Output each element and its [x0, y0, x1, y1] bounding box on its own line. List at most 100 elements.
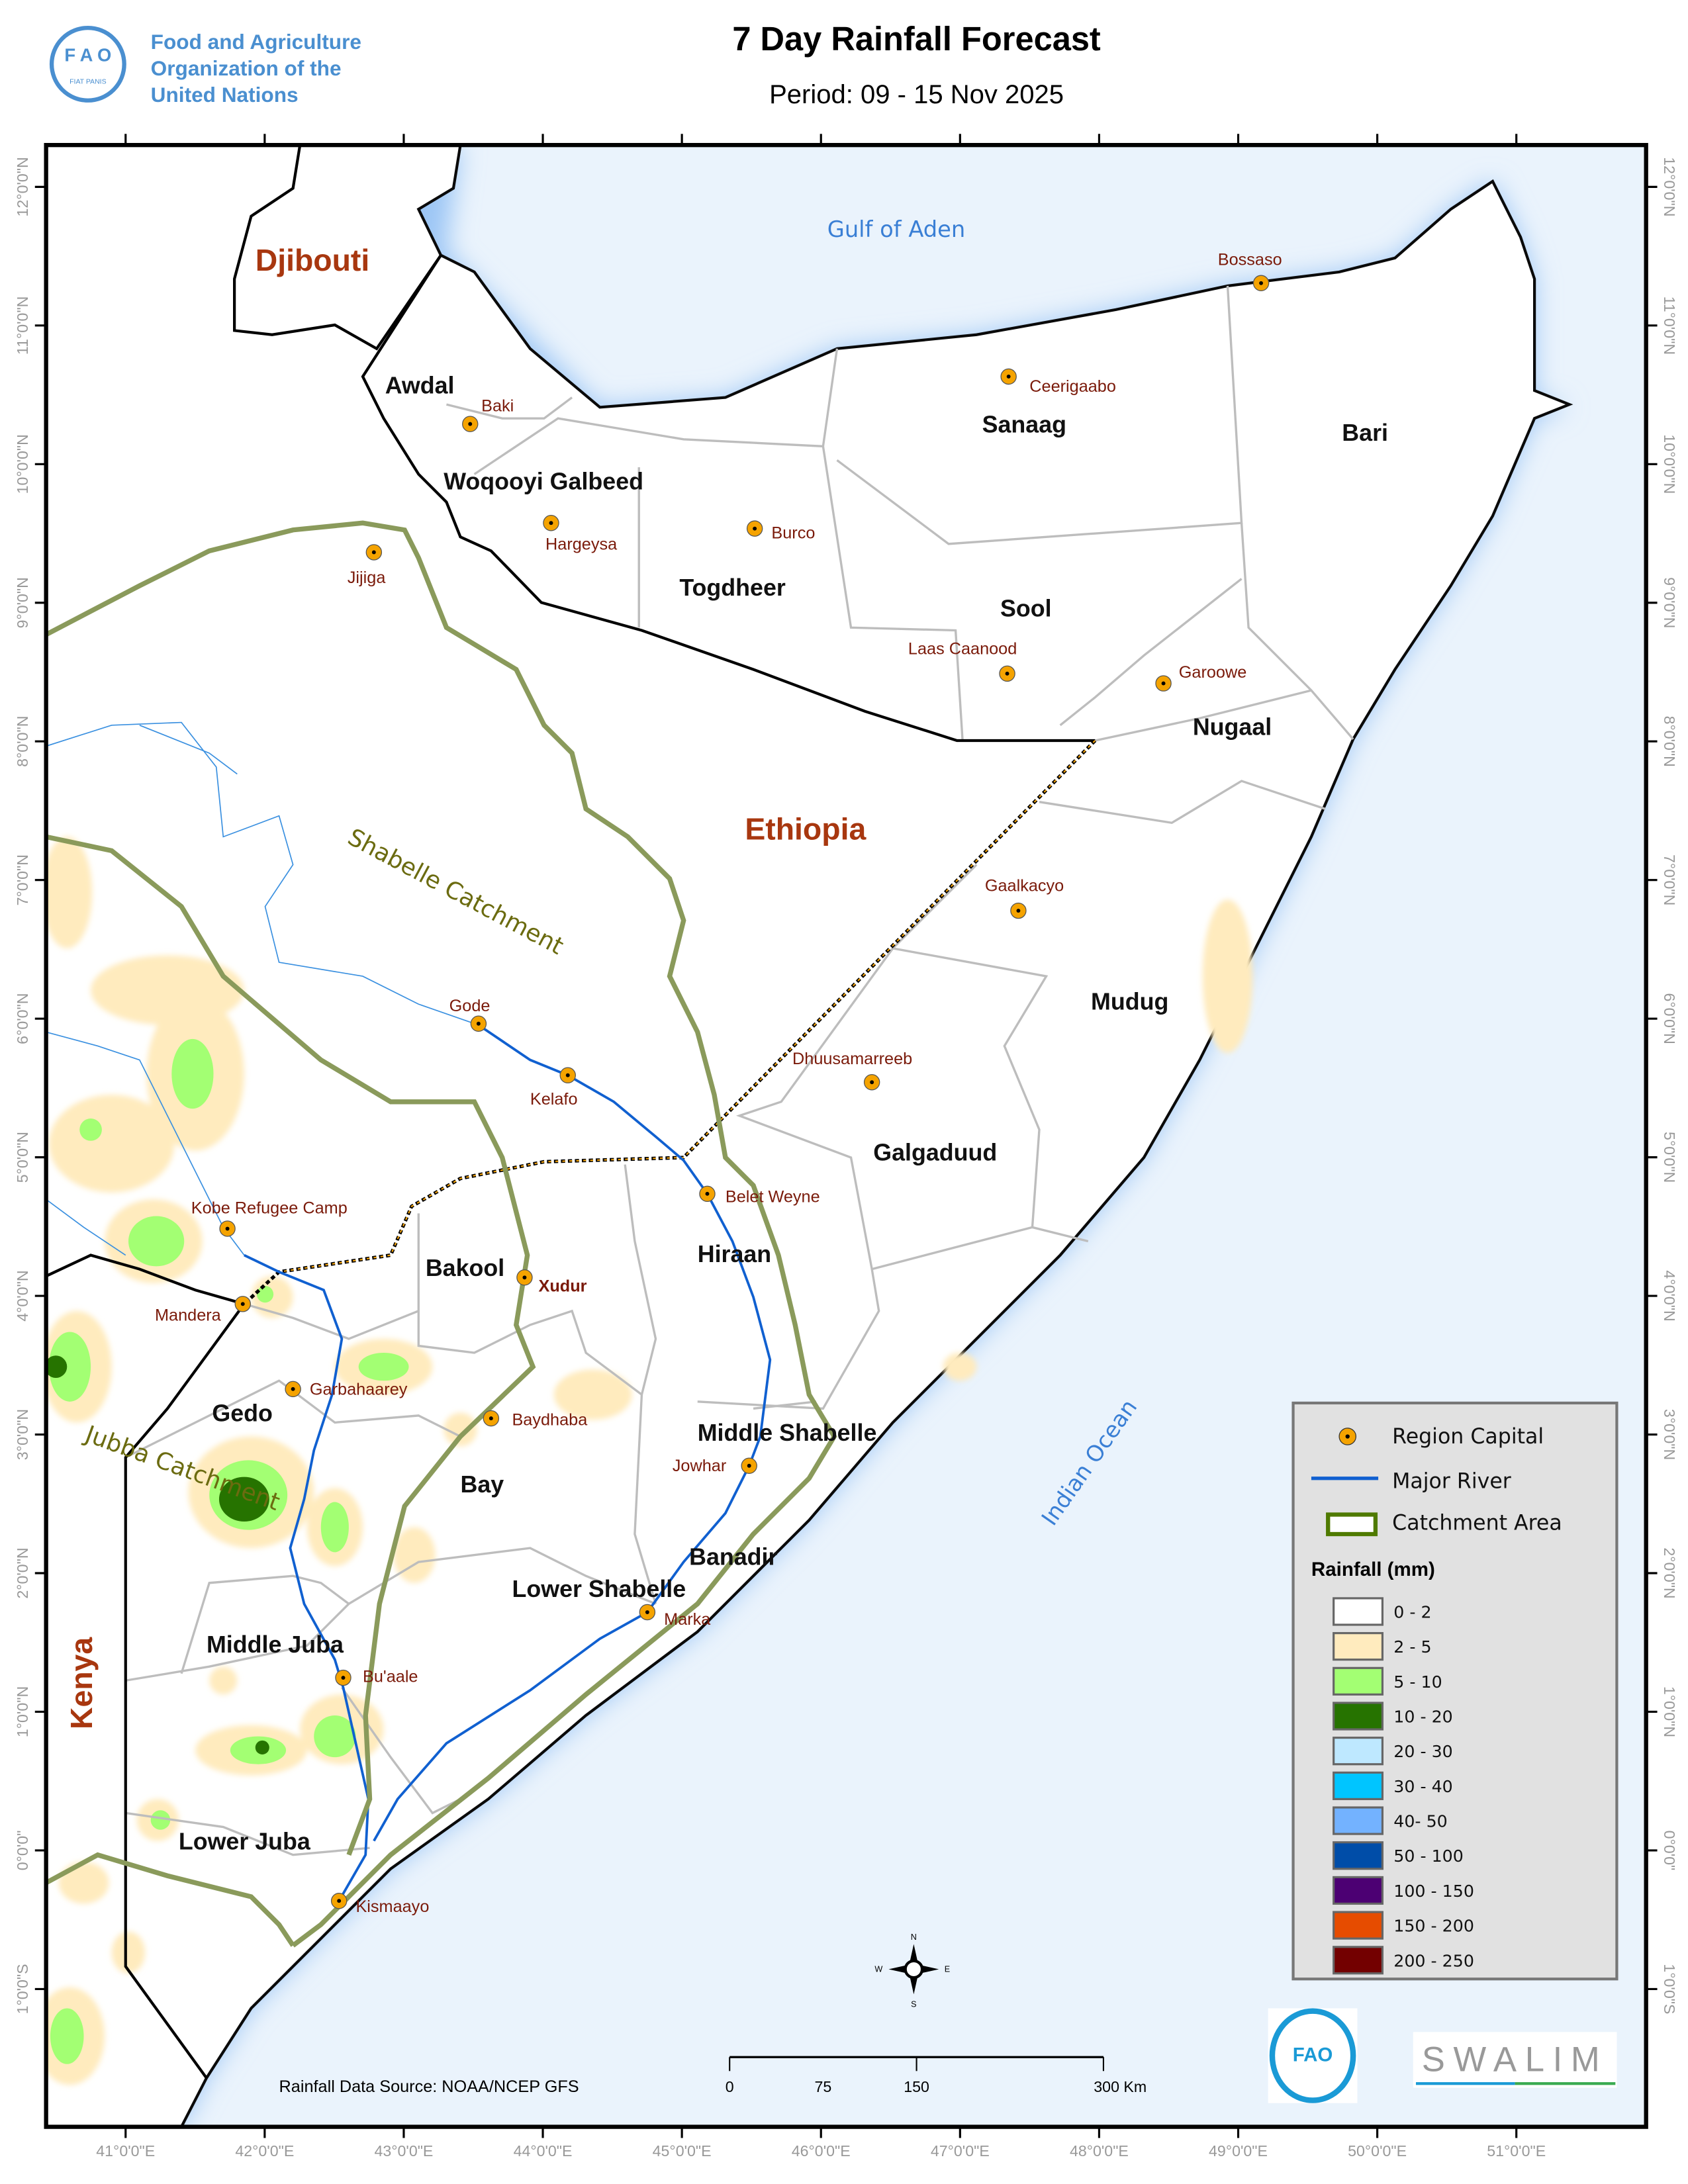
region-label: Galgaduud — [873, 1139, 997, 1165]
legend-swatch — [1333, 1946, 1383, 1975]
legend-class-label: 5 - 10 — [1393, 1672, 1442, 1692]
city-label: Baki — [481, 397, 514, 416]
region-capital: Hargeysa — [543, 515, 618, 553]
region-capital: Jowhar — [673, 1457, 757, 1475]
region-capital: Baydhaba — [483, 1410, 588, 1430]
legend-swatch — [1333, 1597, 1383, 1626]
region-capital: Kismaayo — [330, 1893, 429, 1916]
city-label: Jowhar — [673, 1457, 726, 1475]
region-capital: Baki — [462, 397, 514, 432]
region-capital: Laas Caanood — [908, 639, 1017, 682]
lat-tick-label-right: 11°0'0"N — [1661, 296, 1678, 355]
legend-class: 5 - 10 — [1333, 1666, 1442, 1696]
region-label: Lower Juba — [179, 1828, 311, 1854]
legend-class: 100 - 150 — [1333, 1876, 1474, 1905]
legend-class-label: 100 - 150 — [1393, 1882, 1474, 1901]
svg-text:F A O: F A O — [64, 45, 111, 66]
svg-text:75: 75 — [815, 2078, 832, 2095]
lat-tick-label-left: 0°0'0" — [14, 1831, 31, 1871]
region-capital: Garbahaarey — [285, 1380, 408, 1398]
legend-swatch — [1333, 1632, 1383, 1661]
lon-tick-label: 43°0'0"E — [374, 2142, 433, 2160]
lat-tick-label-right: 1°0'0"N — [1661, 1686, 1678, 1737]
lon-tick-label: 51°0'0"E — [1487, 2142, 1546, 2160]
region-capital: Mandera — [155, 1296, 251, 1325]
major-rivers — [244, 1024, 772, 1902]
lon-tick-label: 48°0'0"E — [1070, 2142, 1129, 2160]
region-label: Gedo — [212, 1400, 273, 1426]
region-capital: Bu'aale — [335, 1667, 418, 1686]
legend-rainfall-title: Rainfall (mm) — [1311, 1559, 1435, 1580]
legend-swatch — [1333, 1911, 1383, 1940]
lat-tick-label-right: 1°0'0"S — [1661, 1964, 1678, 2014]
lat-tick-label-left: 7°0'0"N — [14, 854, 31, 905]
juba-river — [244, 1253, 370, 1902]
legend-swatch — [1333, 1666, 1383, 1696]
region-label: Bari — [1342, 420, 1388, 446]
region-label: Togdheer — [679, 574, 786, 601]
region-capital: Kelafo — [530, 1067, 578, 1109]
legend-class: 0 - 2 — [1333, 1597, 1432, 1626]
djibouti-border — [233, 145, 442, 351]
region-capital: Bossaso — [1218, 250, 1282, 291]
north-arrow: N S E W — [874, 1933, 950, 2009]
lat-tick-label-left: 2°0'0"N — [14, 1547, 31, 1598]
legend: Region Capital Major River Catchment Are… — [1291, 1401, 1618, 1981]
fao-logo: F A O FIAT PANIS Food and Agriculture Or… — [49, 25, 361, 107]
legend-class-label: 2 - 5 — [1393, 1637, 1431, 1657]
region-capital: Jijiga — [348, 544, 386, 587]
legend-class-label: 30 - 40 — [1393, 1777, 1452, 1796]
legend-class: 40- 50 — [1333, 1806, 1448, 1835]
lat-tick-label-right: 2°0'0"N — [1661, 1547, 1678, 1598]
lat-tick-label-right: 5°0'0"N — [1661, 1132, 1678, 1183]
fao-logo-footer: FAO — [1268, 2008, 1358, 2103]
land — [46, 145, 1573, 2127]
region-label: Sanaag — [982, 411, 1066, 437]
region-capital: Ceerigaabo — [1000, 368, 1116, 396]
city-label: Baydhaba — [512, 1411, 588, 1430]
region-label: Sool — [1000, 595, 1052, 621]
graticule-ticks: 41°0'0"E 42°0'0"E 43°0'0"E 44°0'0"E 45°0'0"E… — [14, 134, 1678, 2160]
legend-class: 200 - 250 — [1333, 1946, 1474, 1975]
city-label: Kismaayo — [355, 1897, 429, 1916]
legend-class-label: 10 - 20 — [1393, 1707, 1452, 1726]
region-capital: Gode — [449, 997, 490, 1032]
legend-class-label: 0 - 2 — [1393, 1602, 1431, 1621]
city-label: Burco — [771, 523, 815, 542]
legend-catchment-label: Catchment Area — [1392, 1512, 1562, 1535]
region-label: Middle Shabelle — [698, 1420, 877, 1446]
region-capital: Marka — [639, 1604, 711, 1629]
legend-class: 50 - 100 — [1333, 1841, 1464, 1870]
svg-text:FIAT PANIS: FIAT PANIS — [70, 77, 107, 85]
legend-class-label: 40- 50 — [1393, 1812, 1447, 1831]
legend-class: 10 - 20 — [1333, 1702, 1453, 1731]
catchment-area-icon — [1326, 1512, 1378, 1537]
water-label-gulf-of-aden: Gulf of Aden — [827, 216, 966, 242]
legend-class-label: 50 - 100 — [1393, 1846, 1464, 1866]
lon-tick-label: 41°0'0"E — [96, 2142, 155, 2160]
svg-text:0: 0 — [726, 2078, 734, 2095]
svg-text:FAO: FAO — [1293, 2044, 1333, 2066]
legend-class-label: 20 - 30 — [1393, 1742, 1452, 1761]
shabelle-catchment-boundary — [46, 520, 837, 1948]
lat-tick-label-right: 9°0'0"N — [1661, 577, 1678, 628]
svg-text:150: 150 — [904, 2078, 929, 2095]
country-label-kenya: Kenya — [64, 1637, 99, 1729]
rainfall-10-20-areas — [46, 1355, 269, 1754]
catchment-boundaries — [46, 520, 837, 1948]
region-capital: Burco — [746, 520, 815, 542]
region-capital: Dhuusamarreeb — [792, 1050, 912, 1091]
legend-capital-label: Region Capital — [1392, 1425, 1544, 1449]
lon-tick-label: 46°0'0"E — [792, 2142, 851, 2160]
lon-tick-label: 45°0'0"E — [653, 2142, 712, 2160]
city-label: Mandera — [155, 1306, 222, 1325]
svg-text:W: W — [874, 1965, 882, 1974]
org-name-line-1: Food and Agriculture — [151, 30, 361, 54]
legend-class: 2 - 5 — [1333, 1632, 1432, 1661]
region-label: Banadir — [689, 1543, 777, 1570]
legend-class-label: 200 - 250 — [1393, 1951, 1474, 1970]
scale-bar: 0 75 150 300 Km — [726, 2056, 1147, 2095]
legend-class: 150 - 200 — [1333, 1911, 1474, 1940]
city-label: Ceerigaabo — [1029, 377, 1116, 396]
